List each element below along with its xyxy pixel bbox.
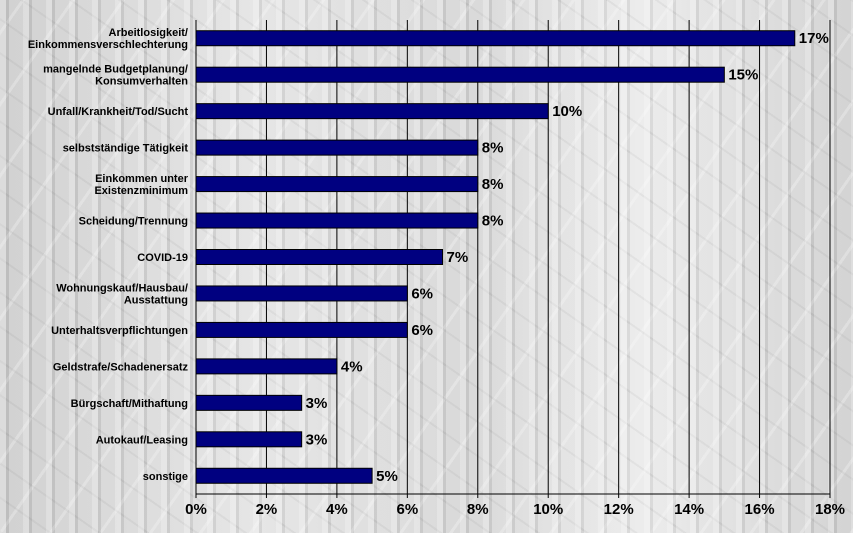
category-label: Autokauf/Leasing — [96, 434, 188, 446]
category-label-line: Existenzminimum — [94, 185, 188, 197]
category-label-line: mangelnde Budgetplanung/ — [43, 64, 188, 76]
category-label-line: Konsumverhalten — [95, 76, 188, 88]
category-label: Unterhaltsverpflichtungen — [51, 325, 188, 337]
category-label-line: selbstständige Tätigkeit — [63, 143, 189, 155]
data-label: 3% — [306, 431, 328, 448]
data-label: 7% — [447, 249, 469, 266]
category-label-line: Scheidung/Trennung — [79, 216, 188, 228]
x-tick-label: 2% — [256, 501, 278, 518]
bar — [195, 467, 373, 484]
x-tick-label: 18% — [815, 501, 845, 518]
x-tick-label: 14% — [674, 501, 704, 518]
data-label: 17% — [799, 30, 829, 47]
category-label: sonstige — [143, 471, 188, 483]
category-label: COVID-19 — [137, 252, 188, 264]
category-label-line: Ausstattung — [124, 294, 188, 306]
bar — [195, 30, 796, 47]
bar — [195, 321, 408, 338]
category-label-line: Autokauf/Leasing — [96, 434, 188, 446]
x-tick-label: 6% — [396, 501, 418, 518]
data-label: 15% — [728, 67, 758, 84]
category-label: Unfall/Krankheit/Tod/Sucht — [48, 106, 189, 118]
data-label: 3% — [306, 395, 328, 412]
category-label: selbstständige Tätigkeit — [63, 143, 189, 155]
category-label-line: Einkommensverschlechterung — [28, 39, 188, 51]
x-tick-label: 0% — [185, 501, 207, 518]
x-tick-label: 16% — [745, 501, 775, 518]
data-label: 8% — [482, 176, 504, 193]
bar — [195, 139, 479, 156]
category-label: mangelnde Budgetplanung/Konsumverhalten — [43, 64, 188, 88]
x-tick-label: 4% — [326, 501, 348, 518]
bar — [195, 358, 338, 375]
category-label-line: Wohnungskauf/Hausbau/ — [56, 282, 188, 294]
category-label-line: Bürgschaft/Mithaftung — [71, 398, 188, 410]
category-label: Scheidung/Trennung — [79, 216, 188, 228]
bar — [195, 176, 479, 193]
data-label: 5% — [376, 468, 398, 485]
data-label: 8% — [482, 213, 504, 230]
category-label-line: Unterhaltsverpflichtungen — [51, 325, 188, 337]
category-label: Geldstrafe/Schadenersatz — [53, 361, 189, 373]
bar — [195, 103, 549, 120]
bar — [195, 285, 408, 302]
bar — [195, 394, 303, 411]
category-label-line: Arbeitlosigkeit/ — [109, 27, 188, 39]
data-label: 6% — [411, 322, 433, 339]
x-tick-label: 12% — [604, 501, 634, 518]
data-label: 8% — [482, 140, 504, 157]
category-label: Bürgschaft/Mithaftung — [71, 398, 188, 410]
category-label-line: sonstige — [143, 471, 188, 483]
data-label: 10% — [552, 103, 582, 120]
category-label: Einkommen unter Existenzminimum — [94, 173, 188, 197]
bar — [195, 431, 303, 448]
category-label: Arbeitlosigkeit/Einkommensverschlechteru… — [28, 27, 188, 51]
category-label-line: Geldstrafe/Schadenersatz — [53, 361, 189, 373]
bar — [195, 212, 479, 229]
x-tick-label: 8% — [467, 501, 489, 518]
category-label-line: Einkommen unter — [95, 173, 189, 185]
data-label: 4% — [341, 358, 363, 375]
category-label-line: COVID-19 — [137, 252, 188, 264]
data-label: 6% — [411, 285, 433, 302]
x-tick-label: 10% — [533, 501, 563, 518]
category-label: Wohnungskauf/Hausbau/Ausstattung — [56, 282, 188, 306]
bar — [195, 66, 725, 83]
category-label-line: Unfall/Krankheit/Tod/Sucht — [48, 106, 189, 118]
bar — [195, 249, 444, 265]
